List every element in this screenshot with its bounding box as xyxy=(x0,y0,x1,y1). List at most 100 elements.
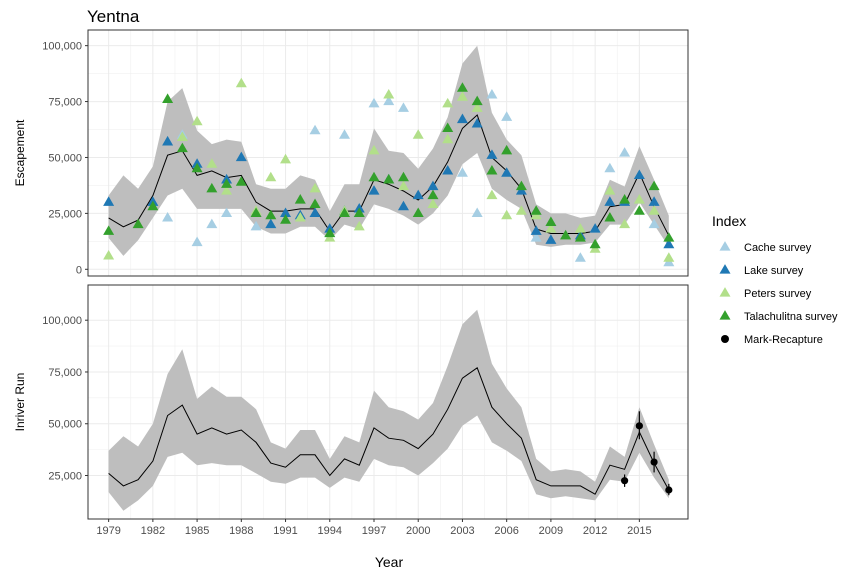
data-point xyxy=(383,88,395,99)
legend-key-triangle xyxy=(719,310,731,320)
data-point xyxy=(619,194,631,204)
legend-item: Peters survey xyxy=(719,287,812,300)
data-point xyxy=(648,205,660,215)
y-tick-label: 75,000 xyxy=(48,367,82,379)
data-point xyxy=(162,211,174,222)
panel-inriver-run: 25,000 50,000 75,000 100,000 Inriver Run xyxy=(13,284,689,520)
data-point xyxy=(663,252,675,262)
y-tick-label: 25,000 xyxy=(48,471,82,483)
series-mark-recapture xyxy=(621,411,673,496)
data-point xyxy=(574,252,586,262)
y-axis-title: Escapement xyxy=(13,119,27,186)
data-point xyxy=(427,198,439,209)
series-talachulitna-survey xyxy=(103,82,675,249)
data-point xyxy=(486,88,498,99)
legend-item: Cache survey xyxy=(719,241,812,254)
data-point xyxy=(456,82,468,92)
data-point xyxy=(663,232,675,242)
data-point xyxy=(250,207,262,218)
data-point xyxy=(265,171,277,182)
data-point xyxy=(280,153,292,164)
data-point xyxy=(471,95,483,106)
legend: Index Cache survey Lake survey Peters surve… xyxy=(712,213,838,346)
data-point xyxy=(162,93,174,103)
data-point xyxy=(280,214,292,224)
data-point xyxy=(604,211,616,222)
legend-item: Talachulitna survey xyxy=(719,310,838,323)
data-point xyxy=(368,171,380,182)
x-tick-label: 2006 xyxy=(494,525,518,537)
data-point xyxy=(280,207,292,218)
x-tick-label: 2015 xyxy=(627,525,651,537)
data-point xyxy=(589,238,601,249)
series-cache-survey xyxy=(162,88,675,267)
confidence-ribbon xyxy=(108,309,669,511)
data-point xyxy=(560,229,572,240)
y-tick-label: 50,000 xyxy=(48,419,82,431)
legend-item: Lake survey xyxy=(719,264,804,277)
x-tick-label: 1979 xyxy=(96,525,120,537)
data-point xyxy=(191,236,203,247)
y-tick-label: 0 xyxy=(76,264,82,276)
data-point xyxy=(265,218,277,229)
data-point xyxy=(162,135,174,146)
data-point xyxy=(294,211,306,222)
data-point xyxy=(501,111,513,121)
x-tick-label: 2000 xyxy=(406,525,430,537)
data-point xyxy=(589,223,601,233)
data-point xyxy=(206,218,218,229)
data-point xyxy=(604,185,616,195)
x-tick-label: 1994 xyxy=(318,525,342,537)
data-point xyxy=(456,167,468,177)
data-point xyxy=(235,176,247,186)
data-point xyxy=(515,180,527,191)
x-tick-label: 2009 xyxy=(539,525,563,537)
x-tick-label: 1988 xyxy=(229,525,253,537)
data-point xyxy=(545,216,557,226)
data-point xyxy=(235,77,247,88)
data-point xyxy=(621,477,629,485)
legend-label: Cache survey xyxy=(744,242,812,254)
data-point xyxy=(545,234,557,244)
x-tick-label: 2003 xyxy=(450,525,474,537)
data-point xyxy=(604,162,616,173)
data-point xyxy=(486,149,498,159)
data-point xyxy=(368,185,380,195)
data-point xyxy=(442,97,454,108)
data-point xyxy=(132,218,144,229)
data-point xyxy=(486,164,498,175)
data-point xyxy=(530,205,542,215)
data-point xyxy=(427,189,439,200)
confidence-ribbon xyxy=(108,45,669,256)
data-point xyxy=(456,91,468,101)
data-point xyxy=(265,209,277,220)
data-point xyxy=(176,142,188,153)
chart-title: Yentna xyxy=(87,7,140,26)
data-point xyxy=(471,118,483,128)
data-point xyxy=(530,232,542,242)
data-point xyxy=(309,207,321,218)
data-point xyxy=(648,180,660,191)
y-axis-title: Inriver Run xyxy=(13,373,27,432)
data-point xyxy=(309,124,321,135)
legend-key-circle xyxy=(721,335,729,343)
data-point xyxy=(221,185,233,195)
y-tick-label: 25,000 xyxy=(48,208,82,220)
data-point xyxy=(324,227,336,238)
y-tick-label: 75,000 xyxy=(48,97,82,109)
data-point xyxy=(650,458,658,466)
data-point xyxy=(515,205,527,215)
data-point xyxy=(397,180,409,191)
data-point xyxy=(501,144,513,155)
data-point xyxy=(309,182,321,193)
data-point xyxy=(471,207,483,218)
legend-key-triangle xyxy=(719,264,731,274)
data-point xyxy=(235,151,247,162)
data-point xyxy=(619,147,631,157)
y-tick-label: 50,000 xyxy=(48,152,82,164)
data-point xyxy=(250,220,262,231)
data-point xyxy=(383,173,395,184)
legend-label: Talachulitna survey xyxy=(744,311,838,323)
data-point xyxy=(383,95,395,106)
legend-item: Mark-Recapture xyxy=(721,334,823,346)
